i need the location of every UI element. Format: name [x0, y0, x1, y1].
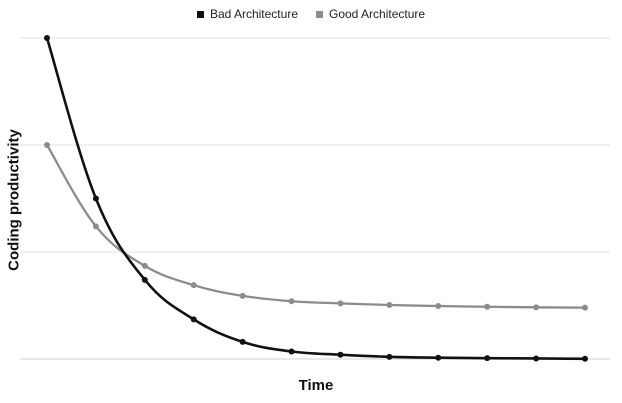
- data-point: [141, 262, 148, 269]
- data-point: [582, 304, 588, 311]
- data-point: [484, 303, 491, 310]
- data-point: [44, 35, 50, 41]
- data-point: [435, 303, 442, 310]
- data-point: [44, 142, 50, 148]
- data-point: [533, 355, 540, 362]
- legend-label-good: Good Architecture: [329, 7, 426, 21]
- data-point: [239, 338, 246, 345]
- data-point: [337, 351, 344, 358]
- series-layer: [44, 35, 588, 362]
- data-point: [435, 354, 442, 361]
- legend: Bad Architecture Good Architecture: [0, 7, 622, 21]
- data-point: [239, 292, 246, 299]
- data-point: [337, 300, 344, 307]
- legend-swatch-good: [316, 10, 323, 18]
- series-line: [45, 37, 586, 361]
- data-point: [484, 355, 491, 362]
- gridlines: [20, 37, 610, 360]
- data-point: [288, 298, 295, 305]
- x-axis-label: Time: [298, 377, 334, 394]
- y-axis-label: Coding productivity: [5, 129, 23, 271]
- series-bad-architecture: [44, 35, 588, 362]
- data-point: [92, 223, 99, 230]
- data-point: [386, 301, 393, 308]
- legend-swatch-bad: [196, 10, 204, 18]
- data-point: [386, 353, 393, 360]
- legend-label-bad: Bad Architecture: [209, 7, 298, 21]
- data-point: [92, 195, 99, 202]
- data-point: [288, 348, 295, 355]
- series-line: [46, 144, 586, 309]
- legend-item-good: Good Architecture: [316, 7, 425, 21]
- series-good-architecture: [44, 142, 588, 311]
- data-point: [141, 276, 148, 283]
- data-point: [190, 316, 197, 323]
- data-point: [533, 304, 540, 311]
- data-point: [190, 282, 197, 289]
- data-point: [582, 355, 588, 362]
- legend-item-bad: Bad Architecture: [196, 7, 298, 21]
